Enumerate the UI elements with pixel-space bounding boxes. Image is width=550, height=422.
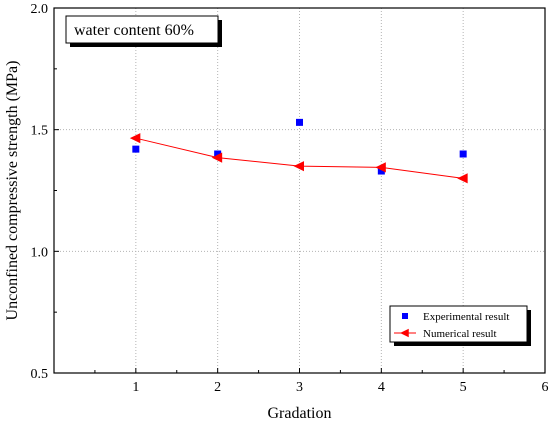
x-tick-labels: 1 2 3 4 5 6 [132, 380, 548, 395]
data-point [214, 150, 222, 158]
legend-marker [402, 313, 408, 319]
legend-label: Experimental result [423, 311, 509, 323]
legend-item: Experimental result [402, 311, 509, 323]
series-numerical-result [129, 133, 468, 184]
annotation-box: water content 60% [65, 15, 222, 47]
y-tick-label: 0.5 [31, 367, 49, 382]
x-tick-label: 2 [214, 380, 221, 395]
x-tick-label: 3 [296, 380, 303, 395]
annotation-rect [65, 15, 219, 44]
grid-lines [54, 8, 545, 373]
y-tick-label: 1.0 [31, 245, 49, 260]
x-tick-label: 1 [132, 380, 139, 395]
series-layer [129, 118, 468, 184]
x-tick-label: 4 [378, 380, 385, 395]
x-tick-label: 5 [460, 380, 467, 395]
x-tick-label: 6 [542, 380, 549, 395]
data-point [377, 167, 385, 175]
legend-marker [400, 328, 409, 338]
y-tick-labels: 0.5 1.0 1.5 2.0 [31, 2, 49, 382]
y-axis-label: Unconfined compressive strength (MPa) [4, 61, 21, 321]
legend-items: Experimental result Numerical result [394, 311, 509, 340]
series-experimental-result [132, 118, 467, 175]
x-axis-label: Gradation [268, 405, 332, 422]
data-point [211, 152, 223, 163]
annotation-text: water content 60% [74, 22, 194, 39]
data-point [459, 150, 467, 158]
y-tick-label: 1.5 [31, 124, 49, 139]
data-point [293, 161, 304, 172]
data-point [296, 118, 303, 126]
legend-item: Numerical result [394, 328, 497, 340]
legend: Experimental result Numerical result [389, 305, 531, 346]
legend-rect [389, 305, 528, 343]
data-point [375, 162, 386, 173]
legend-label: Numerical result [423, 328, 497, 340]
axis-ticks [54, 7, 546, 374]
y-tick-label: 2.0 [31, 2, 49, 17]
data-point [129, 133, 141, 144]
data-point [132, 145, 140, 153]
data-point [457, 173, 468, 184]
